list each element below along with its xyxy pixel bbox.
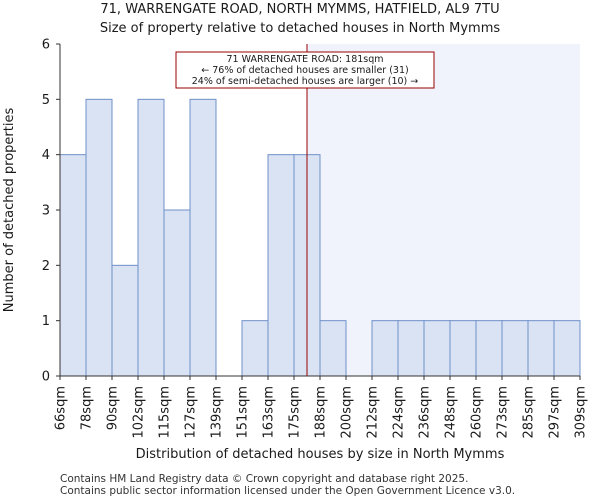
x-tick-label: 102sqm	[132, 386, 147, 439]
y-tick-label: 1	[42, 314, 50, 329]
y-tick-label: 2	[42, 259, 50, 274]
x-tick-label: 224sqm	[392, 386, 407, 439]
histogram-bar	[371, 320, 399, 377]
x-tick-label: 188sqm	[314, 386, 329, 439]
histogram-bar	[267, 154, 295, 377]
x-tick-label: 127sqm	[184, 386, 199, 439]
x-tick-label: 90sqm	[106, 386, 121, 430]
chart-title: 71, WARRENGATE ROAD, NORTH MYMMS, HATFIE…	[100, 2, 500, 17]
x-tick-label: 175sqm	[288, 386, 303, 439]
annotation-line1: 71 WARRENGATE ROAD: 181sqm	[226, 54, 383, 65]
x-tick-label: 248sqm	[444, 386, 459, 439]
y-tick-label: 5	[42, 93, 50, 108]
x-tick-label: 273sqm	[496, 386, 511, 439]
annotation-line3: 24% of semi-detached houses are larger (…	[192, 76, 419, 87]
histogram-bar	[85, 98, 113, 377]
histogram-bar	[475, 320, 503, 377]
histogram-bar	[137, 98, 165, 377]
y-tick-label: 6	[42, 38, 50, 53]
x-axis-title: Distribution of detached houses by size …	[136, 447, 505, 462]
x-tick-label: 212sqm	[366, 386, 381, 439]
histogram-bar	[319, 320, 347, 377]
histogram-bar	[397, 320, 425, 377]
x-tick-label: 78sqm	[80, 386, 95, 430]
x-tick-label: 139sqm	[210, 386, 225, 439]
histogram-bar	[241, 320, 269, 377]
y-tick-label: 3	[42, 204, 50, 219]
footer-attribution-line1: Contains HM Land Registry data © Crown c…	[60, 473, 469, 485]
histogram-bar	[423, 320, 451, 377]
histogram-bar	[501, 320, 529, 377]
x-tick-label: 115sqm	[158, 386, 173, 439]
histogram-bar	[59, 154, 87, 377]
histogram-bar	[449, 320, 477, 377]
histogram-bar	[163, 209, 191, 377]
x-tick-label: 236sqm	[418, 386, 433, 439]
y-axis-title: Number of detached properties	[2, 108, 17, 313]
histogram-bar	[189, 98, 217, 377]
x-tick-label: 163sqm	[262, 386, 277, 439]
y-tick-label: 4	[42, 148, 50, 163]
histogram-bar	[527, 320, 555, 377]
histogram-bar	[553, 320, 581, 377]
x-tick-label: 66sqm	[54, 386, 69, 430]
chart-subtitle: Size of property relative to detached ho…	[99, 21, 501, 36]
x-tick-label: 285sqm	[522, 386, 537, 439]
x-tick-label: 297sqm	[548, 386, 563, 439]
footer-attribution-line2: Contains public sector information licen…	[60, 485, 516, 497]
annotation-box	[175, 51, 435, 89]
x-tick-label: 309sqm	[574, 386, 589, 439]
histogram-bar	[111, 264, 139, 377]
annotation-line2: ← 76% of detached houses are smaller (31…	[201, 65, 408, 76]
y-tick-label: 0	[42, 370, 50, 385]
x-tick-label: 260sqm	[470, 386, 485, 439]
x-tick-label: 200sqm	[340, 386, 355, 439]
x-tick-label: 151sqm	[236, 386, 251, 439]
